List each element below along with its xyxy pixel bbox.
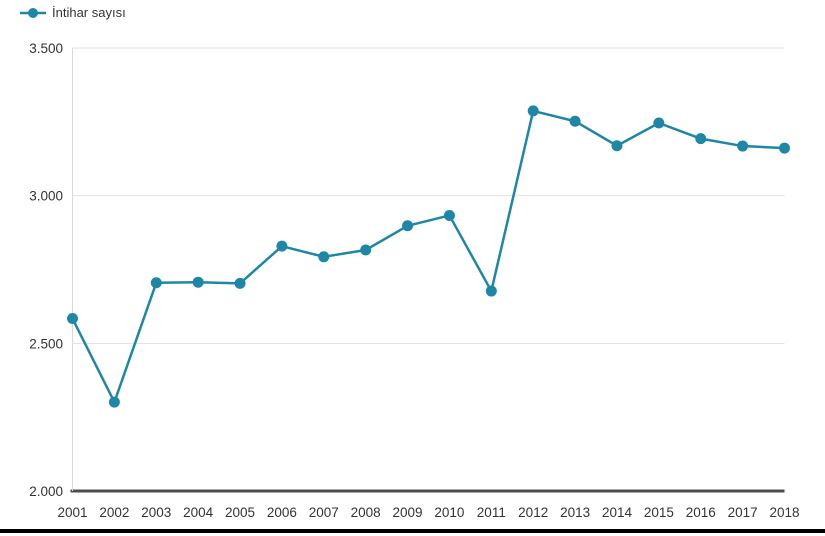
data-point-2015[interactable] [653, 117, 665, 129]
data-point-2016[interactable] [695, 133, 707, 145]
x-axis-tick-label: 2012 [518, 505, 548, 520]
bottom-border-bar [0, 529, 825, 533]
x-axis-tick-label: 2008 [351, 505, 381, 520]
x-axis-tick-label: 2002 [99, 505, 129, 520]
data-point-2010[interactable] [443, 209, 455, 221]
x-axis-tick-label: 2018 [769, 505, 799, 520]
x-axis-tick-label: 2004 [183, 505, 214, 520]
x-axis-tick-label: 2005 [225, 505, 255, 520]
x-axis-tick-label: 2007 [309, 505, 339, 520]
x-axis-tick-label: 2013 [560, 505, 590, 520]
data-point-2003[interactable] [150, 277, 162, 289]
x-axis-tick-label: 2009 [393, 505, 423, 520]
data-point-2017[interactable] [737, 140, 749, 152]
y-axis-tick-label: 2.500 [29, 336, 63, 351]
x-axis-tick-label: 2016 [686, 505, 716, 520]
data-point-2013[interactable] [569, 115, 581, 127]
x-axis-tick-label: 2015 [644, 505, 674, 520]
data-point-2009[interactable] [402, 220, 414, 232]
y-axis-tick-label: 3.500 [29, 41, 63, 56]
data-point-2011[interactable] [485, 285, 497, 297]
y-axis-tick-label: 2.000 [29, 484, 63, 499]
x-axis-tick-label: 2017 [728, 505, 758, 520]
series-line-dot-marker-icon [20, 7, 46, 19]
data-point-2005[interactable] [234, 277, 246, 289]
x-axis-tick-label: 2011 [477, 505, 506, 520]
data-point-2004[interactable] [192, 276, 204, 288]
y-axis-tick-label: 3.000 [29, 189, 63, 204]
data-point-2018[interactable] [779, 142, 790, 154]
data-point-2002[interactable] [108, 396, 120, 408]
data-point-2001[interactable] [67, 313, 78, 325]
x-axis-tick-label: 2006 [267, 505, 297, 520]
data-point-2007[interactable] [318, 251, 330, 263]
series-line [71, 109, 785, 404]
data-point-2006[interactable] [276, 240, 288, 252]
data-point-2008[interactable] [360, 244, 372, 256]
x-axis-tick-label: 2003 [141, 505, 171, 520]
x-axis-tick-label: 2014 [602, 505, 633, 520]
legend-label: İntihar sayısı [52, 5, 126, 20]
legend-item-intihar-sayisi[interactable]: İntihar sayısı [20, 5, 126, 20]
x-axis-tick-label: 2010 [434, 505, 464, 520]
x-axis-tick-label: 2001 [57, 505, 87, 520]
data-point-2012[interactable] [527, 105, 539, 117]
data-point-2014[interactable] [611, 140, 623, 152]
